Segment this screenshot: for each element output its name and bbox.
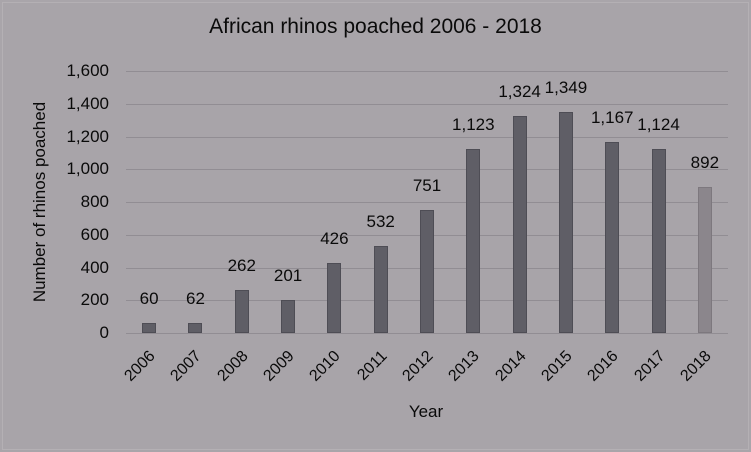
bar-2009 <box>281 300 296 333</box>
data-label: 1,124 <box>637 114 680 134</box>
y-tick-label: 200 <box>80 290 109 310</box>
gridline <box>126 333 728 334</box>
y-tick-label: 1,600 <box>66 61 109 80</box>
data-label: 1,349 <box>544 78 588 98</box>
gridline <box>126 169 728 171</box>
x-axis-label: Year <box>408 402 444 421</box>
data-label: 426 <box>320 229 349 249</box>
bar-2013 <box>466 149 481 333</box>
gridline <box>126 202 728 203</box>
data-label: 262 <box>227 256 256 276</box>
bar-2015 <box>558 112 573 333</box>
data-label: 1,167 <box>590 107 634 127</box>
y-tick-label: 0 <box>99 323 109 342</box>
bar-2008 <box>234 290 249 333</box>
data-label: 201 <box>273 266 303 286</box>
y-tick-label: 1,200 <box>66 126 109 146</box>
y-tick-label: 1,000 <box>66 159 109 179</box>
data-label: 1,324 <box>498 82 541 102</box>
bar-2011 <box>373 245 388 333</box>
data-label: 1,123 <box>452 115 495 135</box>
bar-2017 <box>651 148 666 333</box>
y-axis-label: Number of rhinos poached <box>30 101 49 303</box>
data-label: 60 <box>139 289 159 309</box>
data-label: 892 <box>690 152 720 172</box>
bar-2010 <box>327 263 342 333</box>
y-tick-label: 400 <box>80 257 109 277</box>
bar-2016 <box>605 141 620 333</box>
gridline <box>126 136 728 138</box>
data-label: 532 <box>366 211 395 231</box>
y-tick-label: 800 <box>80 192 109 211</box>
gridline <box>126 103 728 105</box>
bar-2006 <box>142 323 157 333</box>
data-label: 751 <box>412 176 442 196</box>
bar-2007 <box>188 322 203 333</box>
bar-2018 <box>697 186 712 333</box>
data-label: 62 <box>185 288 205 308</box>
y-tick-label: 1,400 <box>66 93 109 113</box>
gridline <box>126 71 728 72</box>
bar-2012 <box>420 210 434 333</box>
chart-title: African rhinos poached 2006 - 2018 <box>209 15 542 38</box>
y-tick-label: 600 <box>80 224 109 244</box>
bar-2014 <box>512 116 527 333</box>
